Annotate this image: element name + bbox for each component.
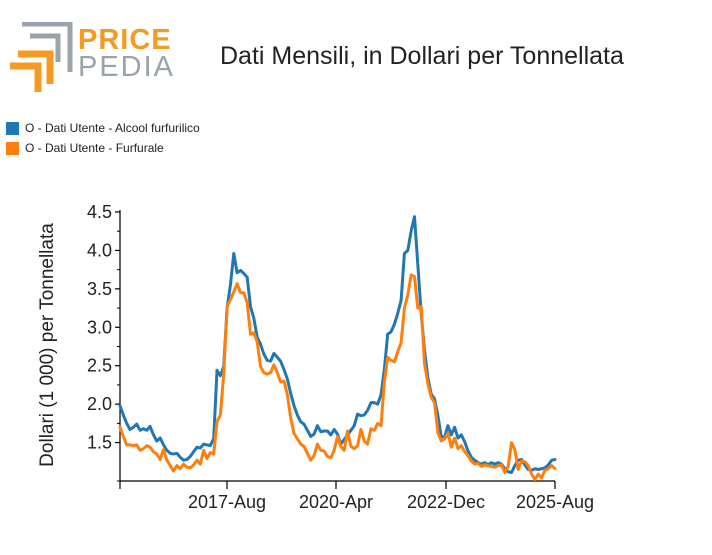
- y-tick-label-1: 2.0: [87, 394, 112, 414]
- legend-label-furfurale: O - Dati Utente - Furfurale: [25, 141, 164, 155]
- x-tick-label-1: 2020-Apr: [299, 492, 373, 512]
- y-tick-label-3: 3.0: [87, 317, 112, 337]
- series-line-1: [118, 273, 557, 481]
- y-tick-label-5: 4.0: [87, 240, 112, 260]
- y-axis-title: Dollari (1 000) per Tonnellata: [37, 223, 58, 467]
- legend-label-alcool: O - Dati Utente - Alcool furfurilico: [25, 121, 200, 135]
- x-tick-label-2: 2022-Dec: [407, 492, 485, 512]
- chart-axes: 1.5 2.0 2.5 3.0 3.5 4.0 4.5 2017-Aug 2020-Apr 202…: [87, 202, 594, 512]
- logo-text-price: PRICE: [78, 24, 172, 56]
- logo-text-pedia: PEDIA: [78, 51, 176, 83]
- y-tick-label-0: 1.5: [87, 433, 112, 453]
- chart-legend: O - Dati Utente - Alcool furfurilico O -…: [6, 118, 200, 158]
- legend-swatch-furfurale: [6, 141, 19, 155]
- series-line-0: [118, 215, 557, 474]
- legend-item-furfurale[interactable]: O - Dati Utente - Furfurale: [6, 138, 200, 158]
- pricepedia-logo: PRICE PEDIA: [8, 22, 173, 94]
- chart-title: Dati Mensili, in Dollari per Tonnellata: [220, 42, 624, 70]
- legend-item-alcool[interactable]: O - Dati Utente - Alcool furfurilico: [6, 118, 200, 138]
- chart-series: [118, 215, 557, 481]
- x-tick-label-0: 2017-Aug: [188, 492, 266, 512]
- y-tick-label-2: 2.5: [87, 356, 112, 376]
- x-tick-label-3: 2025-Aug: [516, 492, 594, 512]
- legend-swatch-alcool: [6, 121, 19, 135]
- logo-mark: [10, 22, 73, 92]
- y-tick-label-6: 4.5: [87, 202, 112, 222]
- y-tick-label-4: 3.5: [87, 279, 112, 299]
